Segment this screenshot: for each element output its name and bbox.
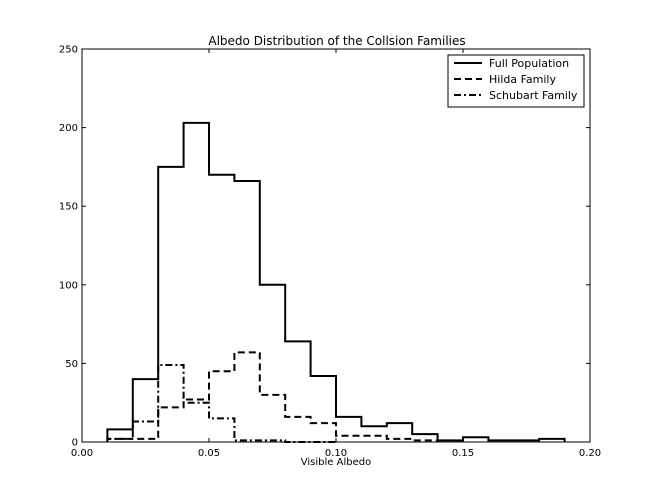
legend-label-schubart-family: Schubart Family (489, 89, 578, 102)
legend-label-full-population: Full Population (489, 57, 569, 70)
x-tick-label: 0.00 (71, 448, 93, 459)
x-tick-label: 0.05 (198, 448, 220, 459)
y-tick-label: 50 (65, 359, 78, 370)
series-full-population-outline (106, 121, 566, 442)
x-tick-label: 0.10 (325, 448, 347, 459)
series-schubart-family-outline (106, 363, 336, 443)
series-hilda-family-outline (106, 351, 439, 442)
y-tick-label: 0 (72, 438, 78, 449)
legend: Full Population Hilda Family Schubart Fami… (447, 54, 585, 108)
ticks-layer: 0.00 0.05 0.10 0.15 0.20 0 50 100 150 200 250 (59, 45, 601, 460)
chart-title: Albedo Distribution of the Collsion Fami… (208, 34, 465, 48)
series-layer (106, 121, 566, 443)
x-tick-label: 0.15 (452, 448, 474, 459)
x-axis-title: Visible Albedo (301, 457, 371, 468)
y-tick-label: 150 (59, 202, 78, 213)
y-tick-label: 200 (59, 123, 78, 134)
y-tick-label: 100 (59, 280, 78, 291)
legend-label-hilda-family: Hilda Family (489, 73, 556, 86)
x-tick-label: 0.20 (579, 448, 601, 459)
y-tick-label: 250 (59, 45, 78, 56)
